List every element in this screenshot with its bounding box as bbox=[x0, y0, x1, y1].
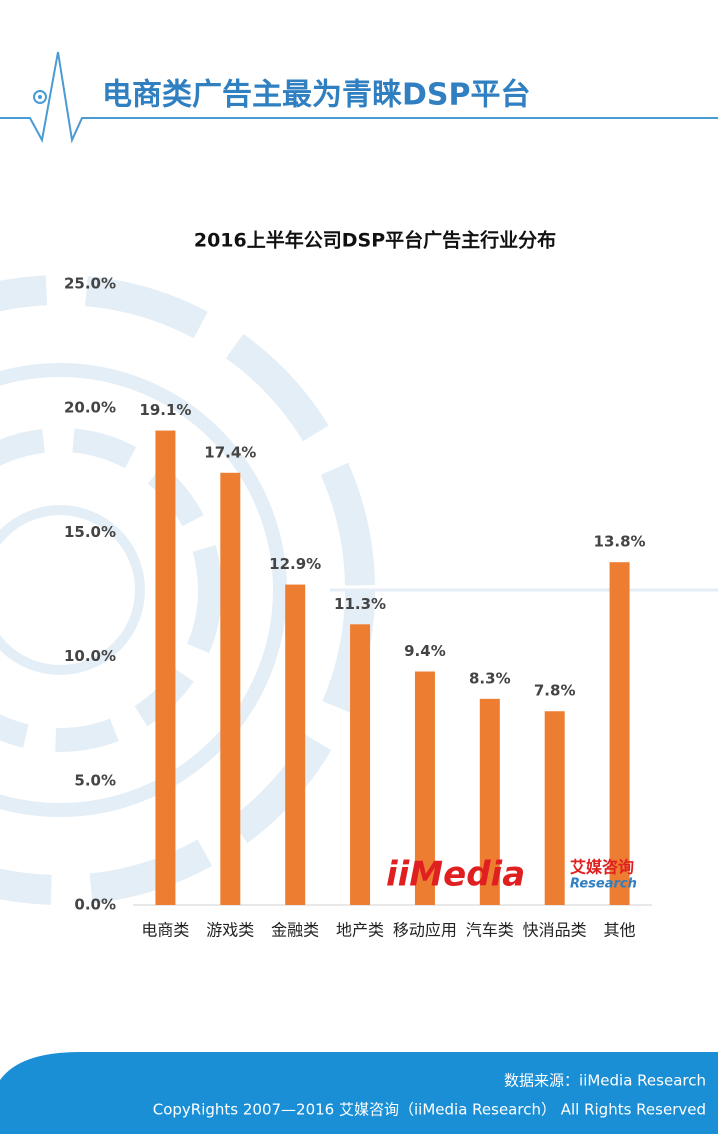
logo: iiMedia 艾媒咨询 Research bbox=[386, 855, 637, 895]
bar bbox=[479, 698, 500, 905]
y-tick-label: 10.0% bbox=[64, 647, 116, 665]
y-tick-label: 0.0% bbox=[74, 896, 116, 914]
data-label: 19.1% bbox=[139, 401, 191, 419]
footer-copyright: CopyRights 2007—2016 艾媒咨询（iiMedia Resear… bbox=[153, 1101, 706, 1119]
x-tick-label: 快消品类 bbox=[523, 921, 587, 940]
data-label: 7.8% bbox=[534, 682, 576, 700]
footer-source: 数据来源：iiMedia Research bbox=[504, 1072, 706, 1090]
y-tick-label: 20.0% bbox=[64, 399, 116, 417]
x-tick-label: 游戏类 bbox=[206, 921, 254, 940]
x-tick-label: 移动应用 bbox=[393, 921, 457, 940]
logo-en: Research bbox=[570, 877, 637, 892]
x-tick-label: 汽车类 bbox=[466, 921, 514, 940]
data-label: 8.3% bbox=[469, 669, 511, 687]
bar bbox=[285, 584, 306, 905]
page-title: 电商类广告主最为青睐DSP平台 bbox=[102, 78, 531, 113]
x-tick-label: 金融类 bbox=[271, 921, 319, 940]
header-decoration bbox=[0, 51, 718, 144]
chart-title: 2016上半年公司DSP平台广告主行业分布 bbox=[194, 229, 556, 252]
logo-name: iiMedia bbox=[386, 855, 525, 895]
x-tick-label: 电商类 bbox=[141, 921, 189, 940]
footer-band bbox=[0, 1052, 718, 1134]
logo-cn: 艾媒咨询 bbox=[570, 858, 634, 877]
bar bbox=[414, 671, 435, 905]
data-label: 13.8% bbox=[594, 533, 646, 551]
bar bbox=[544, 711, 565, 905]
y-tick-label: 5.0% bbox=[74, 771, 116, 789]
bar bbox=[220, 472, 241, 905]
data-label: 12.9% bbox=[269, 555, 321, 573]
y-tick-label: 25.0% bbox=[64, 275, 116, 293]
y-tick-label: 15.0% bbox=[64, 523, 116, 541]
bar bbox=[155, 430, 176, 905]
bar bbox=[609, 562, 630, 905]
x-tick-label: 其他 bbox=[604, 921, 636, 940]
background-decoration bbox=[0, 275, 718, 905]
data-label: 11.3% bbox=[334, 595, 386, 613]
x-tick-label: 地产类 bbox=[336, 921, 384, 940]
data-label: 9.4% bbox=[404, 642, 446, 660]
data-label: 17.4% bbox=[204, 443, 256, 461]
bar bbox=[350, 624, 371, 905]
